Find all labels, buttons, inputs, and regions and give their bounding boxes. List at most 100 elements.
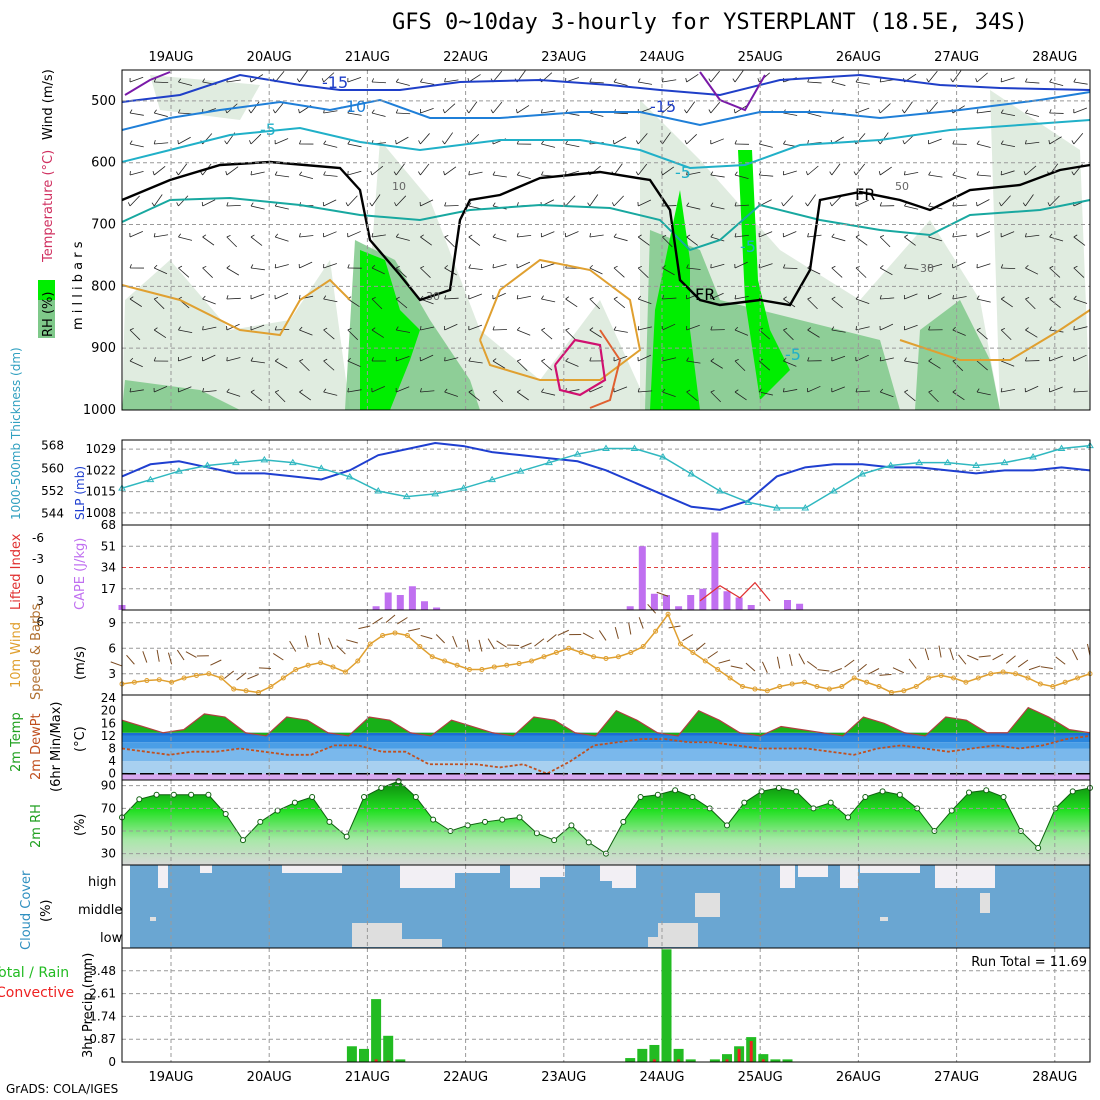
wind-barb [734, 294, 737, 300]
wind-barb [684, 140, 687, 145]
x-tick-top: 27AUG [934, 50, 979, 65]
y-tick-pressure: 1000 [83, 403, 116, 418]
wind-barb [492, 101, 503, 114]
wind-barb [492, 292, 506, 300]
wind-barb [928, 236, 943, 242]
wind-barb [1049, 195, 1060, 207]
wind-barb [855, 78, 859, 83]
wind-barb [831, 195, 842, 207]
wind-barb [468, 293, 483, 300]
wind-barb [323, 143, 338, 148]
wind-barb [516, 233, 519, 238]
wind-barb [1049, 109, 1052, 114]
rh-marker [274, 807, 281, 814]
minmax-axis-label: (6hr Min/Max) [49, 702, 64, 792]
slp-axis-label: SLP (mb) [73, 466, 87, 520]
x-tick-top: 28AUG [1032, 50, 1077, 65]
contour-label: FR [695, 285, 715, 304]
wind-barb [928, 390, 933, 393]
cloud-clear-patch [798, 865, 828, 877]
wind-barb [347, 329, 359, 341]
wind-barb [202, 354, 216, 362]
minmax-label: (6hr Min/Max) [49, 702, 64, 792]
thickness-axis-label: 1000-500mb Thickness (dm) [9, 347, 23, 520]
wind-barb [831, 233, 835, 238]
wind-barb [177, 139, 179, 145]
wind-barb [1071, 171, 1075, 176]
wind-barb [517, 174, 531, 179]
precip-total-bar [395, 1059, 406, 1062]
wind-barb [855, 234, 860, 238]
wind-barb [129, 389, 144, 393]
wind-barb [371, 112, 386, 117]
contour-label: -5 [785, 345, 801, 364]
wind-speed-marker [268, 684, 274, 689]
wind-barb [250, 357, 254, 362]
y-tick-slp: 1015 [85, 485, 116, 499]
rh-marker [568, 822, 575, 829]
wind-barb [299, 294, 301, 300]
wind-barb [976, 174, 991, 177]
wind-barb [444, 236, 455, 248]
freezing-level-line [121, 160, 1091, 307]
rh2m-label-text: 2m RH [29, 804, 44, 848]
wind-barb [272, 109, 276, 114]
rh-marker [948, 807, 955, 814]
precip-convective-bar [749, 1041, 753, 1062]
wind-barb [613, 81, 628, 86]
temperature-label-text: Temperature (°C) [41, 150, 56, 263]
wind-10m-units-label: (m/s) [73, 646, 88, 680]
wind-barb [686, 391, 698, 402]
wind-barb [468, 170, 470, 176]
wind-speed-marker [392, 630, 398, 636]
wind-barb [710, 233, 714, 238]
y-tick-pressure: 800 [91, 279, 116, 294]
wind-barb [1073, 326, 1088, 331]
wind-barb [396, 386, 410, 393]
wind-barb [1001, 112, 1016, 116]
wind-barb [1025, 327, 1029, 331]
x-tick-bottom: 26AUG [836, 1070, 881, 1085]
wind-barb [999, 202, 1002, 207]
wind-barb [976, 329, 988, 340]
wind-barb [928, 171, 931, 176]
wind-barb [637, 234, 642, 238]
rh-marker [291, 799, 298, 806]
wind-barb [613, 329, 628, 333]
wind-barb [904, 360, 919, 364]
wind-speed-marker [1013, 671, 1019, 677]
wind-speed-marker [1037, 681, 1043, 687]
rh-marker [689, 794, 696, 800]
wind-barb [202, 295, 206, 300]
wind-barb [371, 298, 383, 310]
rh-marker [879, 788, 886, 795]
wind-barb [274, 391, 286, 403]
wind-speed-marker [764, 688, 770, 694]
rh-marker [188, 791, 195, 798]
wind-barb [904, 264, 907, 269]
wind-barb [611, 202, 615, 207]
wind-speed-marker [690, 650, 696, 655]
wind-barb [880, 267, 893, 276]
wind-barb [686, 293, 700, 300]
wind-barb [299, 140, 302, 145]
wind-barb [904, 234, 909, 238]
thickness-marker [943, 458, 952, 466]
wind-speed-marker [913, 684, 919, 689]
wind-barb [904, 236, 916, 246]
wind-speed-marker [839, 684, 845, 689]
wind-barb [880, 391, 894, 398]
wind-barb [952, 296, 967, 300]
temp-contour-neg10 [121, 91, 1091, 131]
thickness-marker [772, 504, 781, 511]
wind-barb [613, 112, 629, 115]
rh-marker [240, 837, 246, 844]
wind-barb [395, 163, 405, 176]
wind-barb [1025, 81, 1040, 84]
wind-barb [855, 265, 860, 269]
wind-barb [1073, 81, 1088, 85]
wind-barb [879, 388, 884, 393]
wind-barb [732, 78, 736, 83]
wind-barb [879, 77, 882, 83]
rh-area [122, 781, 1090, 865]
